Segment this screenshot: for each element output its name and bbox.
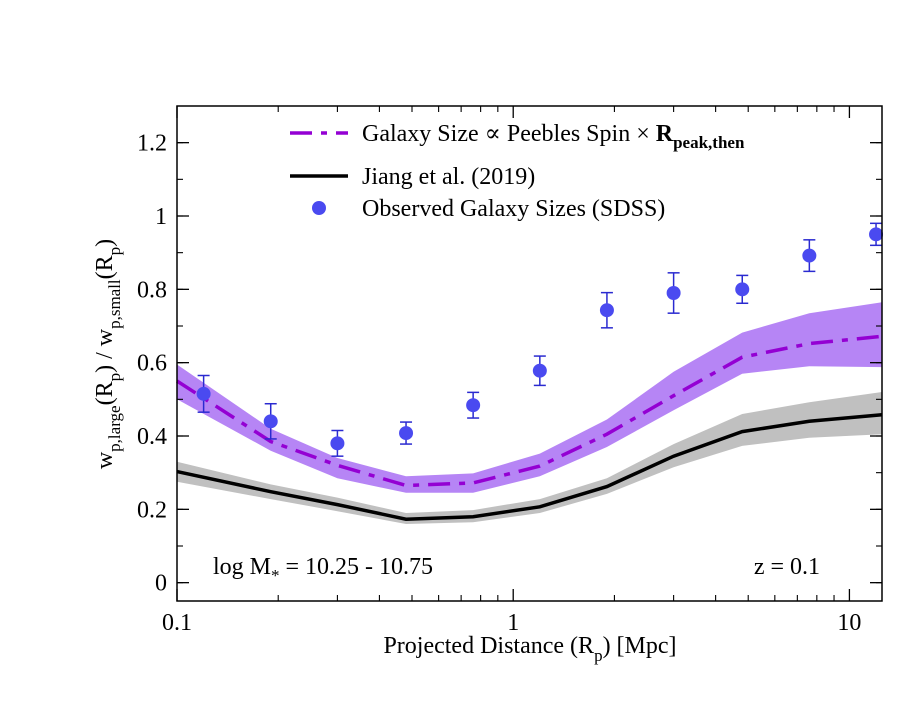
data-point xyxy=(599,291,614,329)
tick-labels: 0 0.2 0.4 0.6 0.8 1 1.2 0.1 1 10 xyxy=(137,131,861,636)
point-marker xyxy=(532,363,547,378)
y-tick-label: 0.6 xyxy=(137,351,167,377)
x-tick-label: 10 xyxy=(837,610,861,636)
data-point xyxy=(466,391,481,419)
y-tick-label: 1.2 xyxy=(137,131,167,157)
legend-label-sdss: Observed Galaxy Sizes (SDSS) xyxy=(362,196,665,222)
legend-label-jiang: Jiang et al. (2019) xyxy=(362,164,535,190)
data-point xyxy=(532,355,547,387)
axis-ticks xyxy=(176,106,882,601)
series-lines xyxy=(176,334,883,521)
data-point xyxy=(196,374,211,413)
data-point xyxy=(802,239,817,273)
y-tick-label: 0.4 xyxy=(137,424,167,450)
point-marker xyxy=(330,436,345,451)
point-marker xyxy=(196,386,211,401)
band-0 xyxy=(177,302,882,493)
data-point xyxy=(735,274,750,305)
point-marker xyxy=(466,398,481,413)
series-line-1 xyxy=(176,412,883,521)
mass-annotation: log M* = 10.25 - 10.75 xyxy=(213,554,433,585)
point-marker xyxy=(263,414,278,429)
y-tick-label: 0.2 xyxy=(137,497,167,523)
data-point xyxy=(399,421,414,445)
y-tick-label: 0.8 xyxy=(137,277,167,303)
redshift-annotation: z = 0.1 xyxy=(754,554,820,580)
y-axis-title: wp,large(Rp) / wp,small(Rp) xyxy=(92,239,124,469)
point-marker xyxy=(666,286,681,300)
y-tick-label: 1 xyxy=(155,204,167,230)
point-marker xyxy=(802,248,817,263)
legend-swatch-sdss xyxy=(312,201,326,215)
x-tick-label: 0.1 xyxy=(162,610,192,636)
data-points xyxy=(196,222,884,457)
data-point xyxy=(263,402,278,440)
plot-frame xyxy=(176,105,883,602)
point-marker xyxy=(599,303,614,318)
point-marker xyxy=(399,426,414,441)
y-tick-label: 0 xyxy=(155,571,167,597)
data-point xyxy=(330,429,345,457)
legend-label-peebles: Galaxy Size ∝ Peebles Spin × Rpeak,then xyxy=(362,121,745,152)
series-line-0 xyxy=(176,334,883,488)
x-axis-title: Projected Distance (Rp) [Mpc] xyxy=(383,633,676,665)
point-marker xyxy=(869,227,884,242)
band-1 xyxy=(177,392,882,524)
legend: Galaxy Size ∝ Peebles Spin × Rpeak,then … xyxy=(290,121,745,222)
data-point xyxy=(869,222,884,247)
x-tick-label: 1 xyxy=(507,610,519,636)
data-point xyxy=(666,272,681,314)
point-marker xyxy=(735,282,750,297)
confidence-bands xyxy=(177,302,882,524)
